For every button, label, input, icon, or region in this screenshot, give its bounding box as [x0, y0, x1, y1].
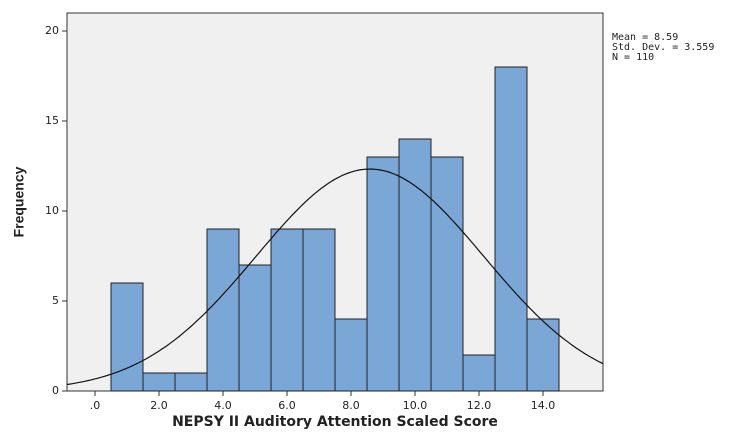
- x-tick-label: 2.0: [150, 399, 168, 412]
- stats-text: N = 110: [612, 52, 654, 63]
- bar: [110, 282, 144, 392]
- y-tick-label: 20: [45, 24, 59, 37]
- bar: [398, 138, 432, 392]
- bar: [302, 228, 336, 392]
- bar: [334, 318, 368, 392]
- bar: [238, 264, 272, 392]
- bar: [462, 354, 496, 392]
- bar: [430, 156, 464, 392]
- x-tick-label: 4.0: [214, 399, 232, 412]
- y-tick-label: 5: [52, 294, 59, 307]
- bar: [526, 318, 560, 392]
- bar: [174, 372, 208, 392]
- y-tick-label: 0: [52, 384, 59, 397]
- x-axis-label: NEPSY II Auditory Attention Scaled Score: [172, 414, 498, 430]
- bar: [366, 156, 400, 392]
- bar: [270, 228, 304, 392]
- bar: [142, 372, 176, 392]
- bar: [206, 228, 240, 392]
- x-tick-label: 6.0: [278, 399, 296, 412]
- y-axis-label: Frequency: [11, 166, 27, 237]
- stats-text: Mean = 8.59: [612, 32, 678, 43]
- y-tick-label: 15: [45, 114, 59, 127]
- x-tick-label: 12.0: [467, 399, 492, 412]
- x-tick-label: .0: [90, 399, 101, 412]
- stats-text: Std. Dev. = 3.559: [612, 42, 714, 53]
- y-tick-label: 10: [45, 204, 59, 217]
- x-tick-label: 14.0: [531, 399, 556, 412]
- bar: [494, 66, 528, 392]
- x-tick-label: 8.0: [342, 399, 360, 412]
- normal-curve: [66, 168, 604, 386]
- x-tick-label: 10.0: [403, 399, 428, 412]
